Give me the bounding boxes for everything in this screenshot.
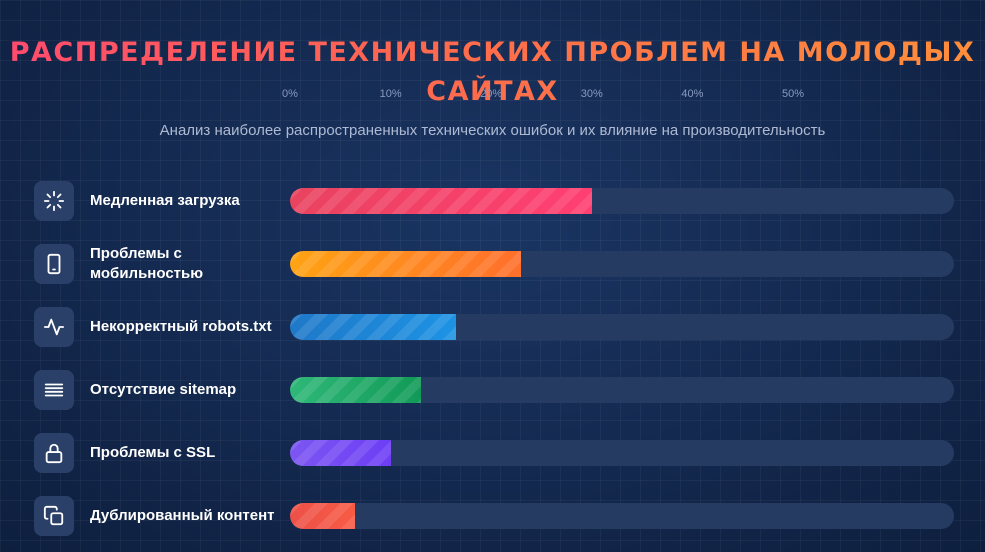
bar-row: Некорректный robots.txt <box>0 307 985 347</box>
bar-track <box>290 377 954 403</box>
loading-icon <box>34 181 74 221</box>
category-label: Медленная загрузка <box>90 192 240 209</box>
bar <box>290 314 456 340</box>
pulse-icon <box>34 307 74 347</box>
copy-icon <box>34 496 74 536</box>
x-tick-label: 0% <box>282 88 298 100</box>
category-label: Проблемы с мобильностью <box>90 245 204 282</box>
bar-track <box>290 503 954 529</box>
bar-row: Отсутствие sitemap <box>0 370 985 410</box>
bar-track <box>290 188 954 214</box>
bar-row: Проблемы с мобильностью <box>0 244 985 284</box>
mobile-icon <box>34 244 74 284</box>
bar-track <box>290 314 954 340</box>
lock-icon <box>34 433 74 473</box>
x-tick-label: 50% <box>782 88 805 100</box>
x-tick-label: 20% <box>480 88 503 100</box>
x-tick-label: 30% <box>580 88 603 100</box>
bar-row: Медленная загрузка <box>0 181 985 221</box>
x-tick-label: 10% <box>379 88 402 100</box>
category-label: Некорректный robots.txt <box>90 318 272 335</box>
category-label: Проблемы с SSL <box>90 444 216 461</box>
x-axis-ticks: 0% 10% 20% 30% 40% 50% <box>0 88 985 104</box>
bar <box>290 440 391 466</box>
chart-title-line-1: Распределение технических проблем на мол… <box>9 37 976 68</box>
bar <box>290 251 522 277</box>
bar <box>290 377 421 403</box>
bar-row: Проблемы с SSL <box>0 433 985 473</box>
list-icon <box>34 370 74 410</box>
bar <box>290 188 592 214</box>
bar-track <box>290 251 954 277</box>
x-tick-label: 40% <box>681 88 704 100</box>
bar-track <box>290 440 954 466</box>
category-label: Отсутствие sitemap <box>90 381 237 398</box>
bar <box>290 503 356 529</box>
chart-subtitle: Анализ наиболее распространенных техниче… <box>159 122 826 139</box>
bar-row: Дублированный контент <box>0 496 985 536</box>
category-label: Дублированный контент <box>90 507 275 524</box>
